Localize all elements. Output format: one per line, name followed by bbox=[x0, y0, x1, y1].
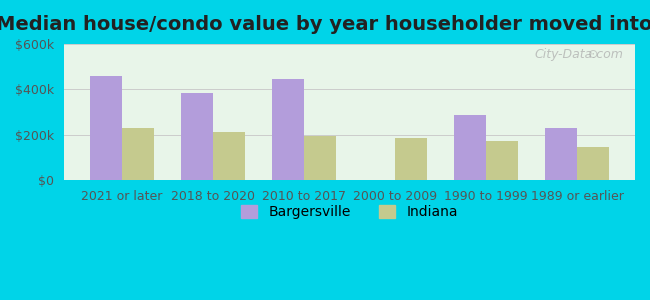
Bar bbox=[545, 128, 577, 180]
Text: ⊙: ⊙ bbox=[588, 48, 598, 61]
Bar bbox=[213, 133, 244, 180]
Bar bbox=[304, 136, 336, 180]
Title: Median house/condo value by year householder moved into unit: Median house/condo value by year househo… bbox=[0, 15, 650, 34]
Bar bbox=[454, 116, 486, 180]
Bar bbox=[90, 76, 122, 180]
Bar bbox=[122, 128, 153, 180]
Bar bbox=[395, 138, 427, 180]
Bar bbox=[486, 141, 518, 180]
Text: City-Data.com: City-Data.com bbox=[535, 48, 623, 61]
Bar bbox=[272, 79, 304, 180]
Legend: Bargersville, Indiana: Bargersville, Indiana bbox=[235, 200, 463, 225]
Bar bbox=[577, 146, 609, 180]
Bar bbox=[181, 93, 213, 180]
